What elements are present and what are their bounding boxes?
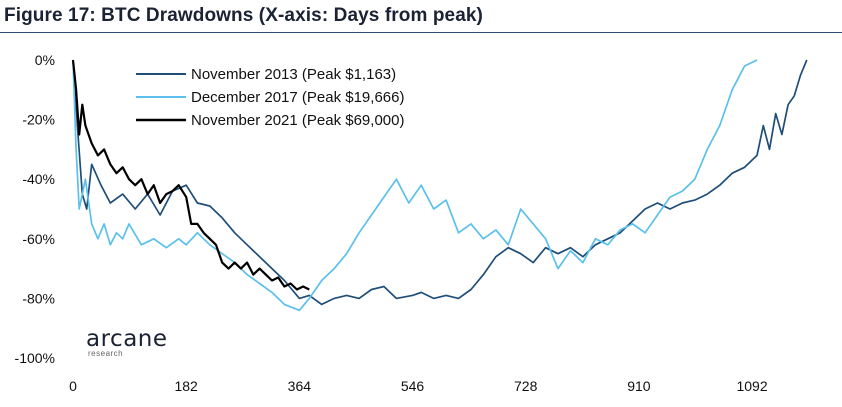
legend-label: December 2017 (Peak $19,666): [191, 89, 404, 106]
legend-label: November 2013 (Peak $1,163): [191, 66, 396, 83]
arcane-logo: arcane research: [86, 326, 168, 358]
x-tick-label: 0: [69, 378, 77, 394]
y-tick-label: -100%: [15, 350, 55, 366]
y-axis: 0% -20% -40% -60% -80% -100%: [15, 52, 55, 366]
series-line-1: [72, 59, 758, 312]
x-tick-label: 1092: [736, 378, 767, 394]
legend: November 2013 (Peak $1,163) December 2017…: [136, 66, 404, 129]
logo-subtitle: research: [88, 349, 124, 358]
logo-wordmark: arcane: [86, 326, 168, 352]
chart-title: Figure 17: BTC Drawdowns (X-axis: Days f…: [4, 5, 483, 26]
x-tick-label: 910: [627, 378, 651, 394]
legend-label: November 2021 (Peak $69,000): [191, 112, 404, 129]
x-tick-label: 364: [288, 378, 312, 394]
x-tick-label: 546: [401, 378, 425, 394]
x-tick-label: 182: [174, 378, 198, 394]
series-line-2: [71, 59, 310, 291]
title-divider: [0, 32, 842, 33]
y-tick-label: -20%: [22, 112, 55, 128]
y-tick-label: 0%: [35, 52, 55, 68]
y-tick-label: -60%: [22, 231, 55, 247]
y-tick-label: -80%: [22, 290, 55, 306]
series-lines: [71, 59, 808, 312]
x-tick-label: 728: [514, 378, 538, 394]
x-axis: 0 182 364 546 728 910 1092: [69, 378, 768, 394]
y-tick-label: -40%: [22, 171, 55, 187]
